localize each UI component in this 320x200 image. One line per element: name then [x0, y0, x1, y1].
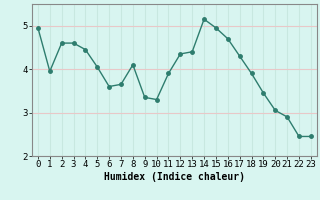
X-axis label: Humidex (Indice chaleur): Humidex (Indice chaleur): [104, 172, 245, 182]
